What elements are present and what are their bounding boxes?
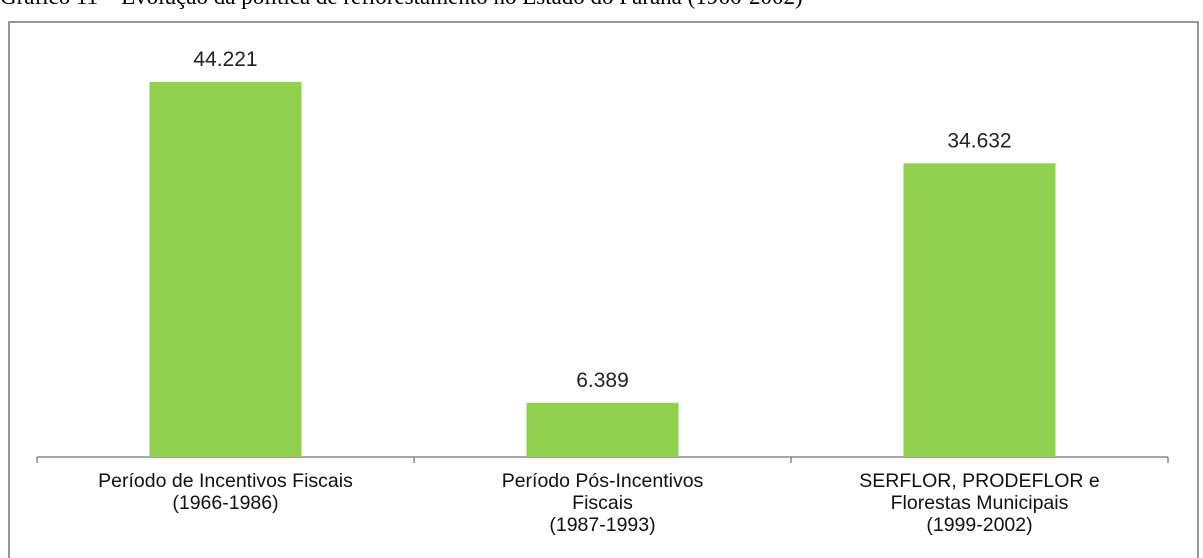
bar	[149, 82, 302, 457]
x-tick-label: SERFLOR, PRODEFLOR e Florestas Municipai…	[859, 470, 1100, 536]
bar	[903, 163, 1056, 457]
x-tick-label: Período Pós-Incentivos Fiscais (1987-199…	[501, 470, 704, 536]
value-label: 34.632	[947, 129, 1011, 152]
chart-title: Gráfico 11 – Evolução da política de ref…	[0, 0, 803, 9]
chart-border	[8, 21, 1199, 558]
value-label: 44.221	[193, 48, 257, 71]
value-label: 6.389	[576, 369, 629, 392]
x-tick-label: Período de Incentivos Fiscais (1966-1986…	[98, 470, 353, 514]
bar	[526, 402, 679, 457]
